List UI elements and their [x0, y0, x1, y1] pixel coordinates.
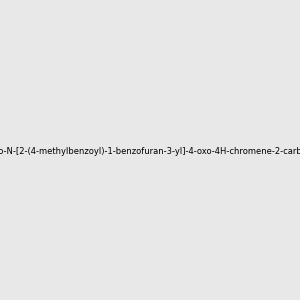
Text: 6-chloro-N-[2-(4-methylbenzoyl)-1-benzofuran-3-yl]-4-oxo-4H-chromene-2-carboxami: 6-chloro-N-[2-(4-methylbenzoyl)-1-benzof…: [0, 147, 300, 156]
